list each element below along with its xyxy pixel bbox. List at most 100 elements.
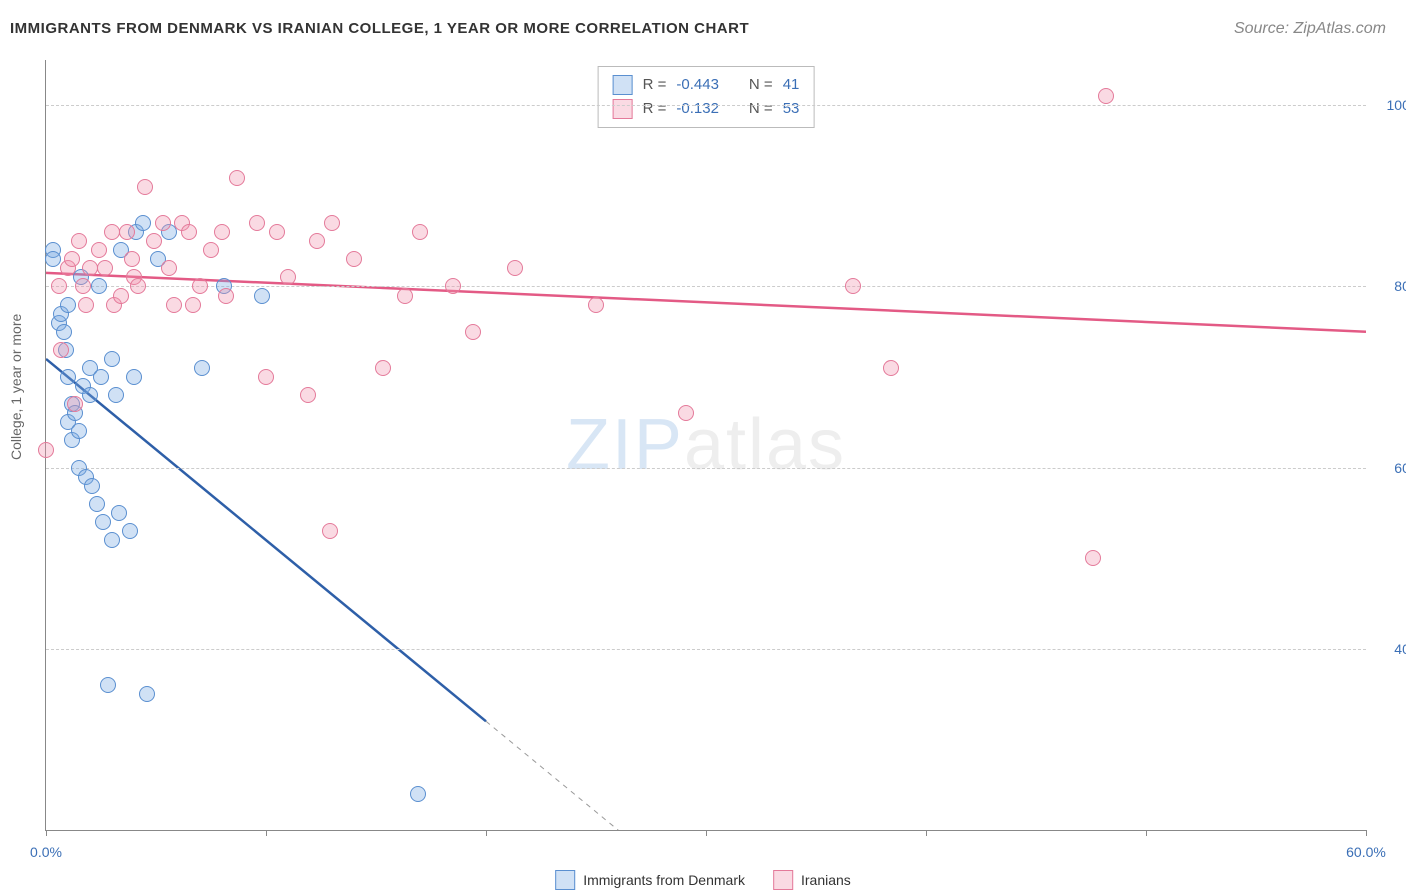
data-point-denmark bbox=[139, 686, 155, 702]
data-point-iranians bbox=[465, 324, 481, 340]
gridline bbox=[46, 286, 1366, 287]
y-axis-label: College, 1 year or more bbox=[8, 314, 24, 460]
data-point-iranians bbox=[883, 360, 899, 376]
y-tick-label: 100.0% bbox=[1374, 97, 1406, 113]
data-point-iranians bbox=[445, 278, 461, 294]
data-point-denmark bbox=[108, 387, 124, 403]
data-point-iranians bbox=[346, 251, 362, 267]
legend-row-denmark: R = -0.443 N = 41 bbox=[613, 73, 800, 97]
x-tick bbox=[486, 830, 487, 836]
scatter-plot: ZIPatlas R = -0.443 N = 41 R = -0.132 N … bbox=[45, 60, 1366, 831]
data-point-iranians bbox=[397, 288, 413, 304]
data-point-iranians bbox=[104, 224, 120, 240]
data-point-iranians bbox=[130, 278, 146, 294]
data-point-denmark bbox=[135, 215, 151, 231]
legend-row-iranians: R = -0.132 N = 53 bbox=[613, 97, 800, 121]
data-point-iranians bbox=[51, 278, 67, 294]
data-point-denmark bbox=[84, 478, 100, 494]
data-point-iranians bbox=[53, 342, 69, 358]
data-point-iranians bbox=[218, 288, 234, 304]
data-point-denmark bbox=[89, 496, 105, 512]
n-label: N = bbox=[749, 97, 773, 121]
data-point-denmark bbox=[100, 677, 116, 693]
data-point-iranians bbox=[192, 278, 208, 294]
y-tick-label: 40.0% bbox=[1374, 641, 1406, 657]
data-point-iranians bbox=[185, 297, 201, 313]
gridline bbox=[46, 468, 1366, 469]
gridline bbox=[46, 105, 1366, 106]
data-point-iranians bbox=[412, 224, 428, 240]
data-point-denmark bbox=[410, 786, 426, 802]
data-point-iranians bbox=[1085, 550, 1101, 566]
data-point-iranians bbox=[146, 233, 162, 249]
data-point-denmark bbox=[254, 288, 270, 304]
x-tick bbox=[926, 830, 927, 836]
data-point-iranians bbox=[229, 170, 245, 186]
x-tick-label: 60.0% bbox=[1346, 844, 1386, 860]
series-legend: Immigrants from Denmark Iranians bbox=[555, 870, 851, 890]
x-tick bbox=[46, 830, 47, 836]
data-point-denmark bbox=[194, 360, 210, 376]
legend-swatch-iranians bbox=[773, 870, 793, 890]
r-label: R = bbox=[643, 97, 667, 121]
data-point-denmark bbox=[111, 505, 127, 521]
data-point-iranians bbox=[124, 251, 140, 267]
data-point-denmark bbox=[122, 523, 138, 539]
data-point-denmark bbox=[104, 532, 120, 548]
legend-swatch-denmark bbox=[613, 75, 633, 95]
data-point-denmark bbox=[60, 297, 76, 313]
data-point-iranians bbox=[71, 233, 87, 249]
gridline bbox=[46, 649, 1366, 650]
n-label: N = bbox=[749, 73, 773, 97]
data-point-denmark bbox=[93, 369, 109, 385]
correlation-legend: R = -0.443 N = 41 R = -0.132 N = 53 bbox=[598, 66, 815, 128]
legend-swatch-iranians bbox=[613, 99, 633, 119]
data-point-iranians bbox=[91, 242, 107, 258]
n-value-iranians: 53 bbox=[783, 97, 800, 121]
data-point-iranians bbox=[97, 260, 113, 276]
data-point-iranians bbox=[155, 215, 171, 231]
data-point-iranians bbox=[249, 215, 265, 231]
data-point-iranians bbox=[269, 224, 285, 240]
source-credit: Source: ZipAtlas.com bbox=[1234, 20, 1386, 38]
data-point-iranians bbox=[322, 523, 338, 539]
data-point-denmark bbox=[60, 369, 76, 385]
legend-label-denmark: Immigrants from Denmark bbox=[583, 872, 745, 888]
legend-item-iranians: Iranians bbox=[773, 870, 851, 890]
data-point-denmark bbox=[91, 278, 107, 294]
legend-item-denmark: Immigrants from Denmark bbox=[555, 870, 745, 890]
data-point-iranians bbox=[845, 278, 861, 294]
n-value-denmark: 41 bbox=[783, 73, 800, 97]
data-point-denmark bbox=[56, 324, 72, 340]
x-tick-label: 0.0% bbox=[30, 844, 62, 860]
y-tick-label: 60.0% bbox=[1374, 460, 1406, 476]
legend-label-iranians: Iranians bbox=[801, 872, 851, 888]
data-point-iranians bbox=[82, 260, 98, 276]
trend-line-iranians bbox=[46, 273, 1366, 332]
data-point-denmark bbox=[95, 514, 111, 530]
trend-line-extrapolation-denmark bbox=[486, 721, 662, 830]
data-point-iranians bbox=[507, 260, 523, 276]
data-point-iranians bbox=[38, 442, 54, 458]
r-value-iranians: -0.132 bbox=[676, 97, 719, 121]
data-point-iranians bbox=[1098, 88, 1114, 104]
data-point-iranians bbox=[214, 224, 230, 240]
data-point-iranians bbox=[324, 215, 340, 231]
data-point-denmark bbox=[104, 351, 120, 367]
data-point-iranians bbox=[119, 224, 135, 240]
data-point-iranians bbox=[67, 396, 83, 412]
data-point-iranians bbox=[375, 360, 391, 376]
data-point-iranians bbox=[181, 224, 197, 240]
watermark: ZIPatlas bbox=[566, 404, 846, 486]
data-point-iranians bbox=[166, 297, 182, 313]
legend-swatch-denmark bbox=[555, 870, 575, 890]
data-point-denmark bbox=[82, 387, 98, 403]
data-point-iranians bbox=[137, 179, 153, 195]
data-point-iranians bbox=[678, 405, 694, 421]
x-tick bbox=[266, 830, 267, 836]
data-point-iranians bbox=[588, 297, 604, 313]
x-tick bbox=[1366, 830, 1367, 836]
r-label: R = bbox=[643, 73, 667, 97]
data-point-iranians bbox=[161, 260, 177, 276]
r-value-denmark: -0.443 bbox=[676, 73, 719, 97]
